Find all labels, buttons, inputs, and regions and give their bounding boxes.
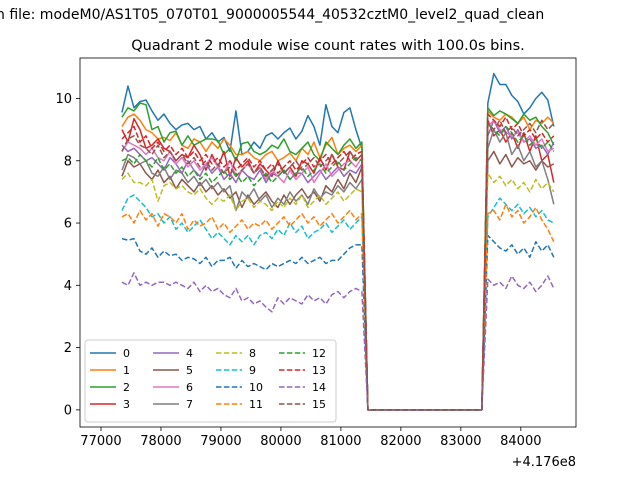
legend-label-1: 1 xyxy=(123,364,130,377)
legend-label-5: 5 xyxy=(186,364,193,377)
legend-label-6: 6 xyxy=(186,381,193,394)
legend-label-12: 12 xyxy=(312,347,326,360)
x-axis-offset-label: +4.176e8 xyxy=(512,455,576,470)
figure-suptitle: n file: modeM0/AS1T05_070T01_9000005544_… xyxy=(0,7,544,23)
x-tick-label: 78000 xyxy=(140,434,181,449)
legend-frame xyxy=(84,339,337,423)
legend-label-2: 2 xyxy=(123,381,130,394)
x-tick-label: 77000 xyxy=(80,434,121,449)
y-tick-label: 8 xyxy=(64,154,72,169)
x-axis: 77000 78000 79000 80000 81000 82000 83000 84000 xyxy=(80,427,542,449)
legend-label-4: 4 xyxy=(186,347,193,360)
series-line-13 xyxy=(121,113,555,411)
y-tick-label: 2 xyxy=(64,341,72,356)
y-tick-label: 10 xyxy=(55,92,72,107)
chart-title: Quadrant 2 module wise count rates with … xyxy=(131,38,525,54)
y-tick-label: 4 xyxy=(64,279,72,294)
legend-label-7: 7 xyxy=(186,398,193,411)
x-tick-label: 83000 xyxy=(440,434,481,449)
legend-label-14: 14 xyxy=(312,381,326,394)
legend-label-13: 13 xyxy=(312,364,326,377)
x-tick-label: 81000 xyxy=(320,434,361,449)
x-tick-label: 80000 xyxy=(260,434,301,449)
legend-label-3: 3 xyxy=(123,398,130,411)
legend-label-15: 15 xyxy=(312,398,326,411)
legend-label-10: 10 xyxy=(249,381,263,394)
legend-label-9: 9 xyxy=(249,364,256,377)
series-layer xyxy=(121,72,555,411)
legend-label-8: 8 xyxy=(249,347,256,360)
y-tick-label: 0 xyxy=(64,403,72,418)
series-line-15 xyxy=(121,119,555,411)
legend-label-0: 0 xyxy=(123,347,130,360)
y-tick-label: 6 xyxy=(64,217,72,232)
x-tick-label: 84000 xyxy=(500,434,541,449)
legend-label-11: 11 xyxy=(249,398,263,411)
x-tick-label: 82000 xyxy=(380,434,421,449)
plot-area-frame xyxy=(79,57,577,428)
y-axis: 0 2 4 6 8 10 xyxy=(55,92,80,418)
x-tick-label: 79000 xyxy=(200,434,241,449)
series-line-8 xyxy=(121,172,555,411)
